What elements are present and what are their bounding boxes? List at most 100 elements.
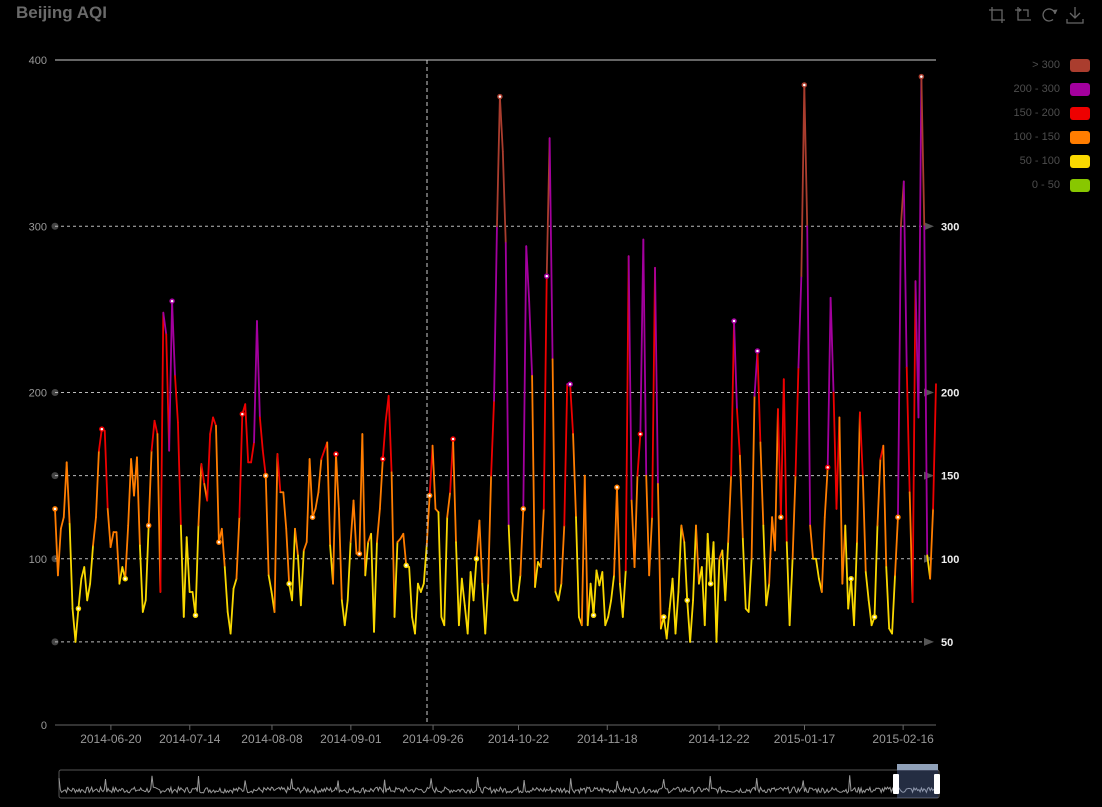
series-segment: [83, 566, 89, 602]
series-segment: [103, 429, 109, 510]
legend-swatch: [1070, 178, 1090, 192]
series-segment: [297, 554, 302, 607]
series-segment: [683, 541, 689, 602]
save-image-icon[interactable]: [1066, 6, 1084, 24]
data-point: [192, 612, 199, 619]
series-segment: [806, 225, 812, 527]
series-segment: [548, 137, 554, 361]
data-zoom-slider[interactable]: [58, 764, 940, 799]
series-segment: [929, 507, 934, 580]
series-segment: [891, 574, 896, 635]
series-segment: [654, 266, 659, 485]
series-segment: [864, 571, 870, 602]
zoom-reset-icon[interactable]: [1014, 6, 1032, 24]
markline-arrow: [924, 222, 934, 231]
series-segment: [466, 571, 472, 635]
series-segment: [89, 544, 94, 585]
chart-title: Beijing AQI: [16, 3, 107, 22]
series-segment: [200, 463, 206, 485]
series-segment: [326, 441, 332, 547]
series-segment: [422, 544, 428, 585]
series-segment: [534, 561, 539, 588]
series-segment: [613, 486, 618, 577]
series-segment: [452, 438, 457, 544]
series-segment: [253, 320, 258, 444]
data-point: [614, 484, 620, 491]
series-segment: [724, 541, 730, 602]
x-tick-label: 2015-02-16: [872, 732, 934, 746]
series-segment: [551, 358, 557, 593]
data-point: [216, 539, 222, 545]
markline-label: 50: [941, 637, 953, 649]
legend-swatch: [1070, 130, 1090, 144]
series-segment: [273, 453, 279, 613]
series-segment: [510, 591, 516, 602]
markline-label: 100: [941, 554, 959, 566]
series-segment: [460, 577, 466, 607]
series-segment: [657, 483, 662, 630]
restore-icon[interactable]: [1040, 6, 1058, 24]
series-segment: [171, 300, 176, 377]
legend-item[interactable]: > 300: [980, 53, 1090, 77]
legend-label: 50 - 100: [1019, 155, 1060, 167]
legend-item[interactable]: 0 - 50: [980, 173, 1090, 197]
x-axis: 2014-06-20 2014-07-14 2014-08-08 2014-09-01…: [55, 724, 936, 746]
x-tick-label: 2014-11-18: [577, 732, 638, 746]
series-segment: [586, 582, 592, 627]
series-segment: [779, 378, 785, 519]
series-segment: [531, 374, 536, 588]
series-segment: [736, 408, 741, 457]
legend-label: 200 - 300: [1013, 83, 1060, 95]
series-segment: [759, 441, 765, 527]
x-tick-label: 2014-09-26: [402, 732, 464, 746]
data-point: [169, 298, 175, 304]
series-segment: [153, 419, 159, 435]
series-segment: [162, 311, 168, 336]
series-segment: [92, 516, 97, 547]
series-segment: [381, 419, 387, 460]
series-segment: [414, 582, 419, 635]
series-segment: [54, 507, 59, 577]
series-segment: [57, 527, 62, 577]
data-point: [239, 411, 246, 417]
series-segment: [844, 524, 850, 610]
data-point: [52, 506, 58, 512]
series-segment: [376, 507, 381, 544]
series-segment: [595, 569, 601, 587]
zoom-icon[interactable]: [988, 6, 1006, 24]
legend-item[interactable]: 50 - 100: [980, 149, 1090, 173]
series-segment: [730, 320, 735, 477]
series-segment: [378, 458, 384, 510]
series-segment: [197, 463, 203, 527]
series-segment: [472, 557, 478, 602]
series-segment: [364, 541, 370, 577]
series-segment: [809, 524, 814, 560]
legend-swatch: [1070, 154, 1090, 168]
legend-item[interactable]: 100 - 150: [980, 125, 1090, 149]
series-segment: [106, 507, 112, 549]
data-point: [380, 456, 386, 462]
series-segment: [856, 411, 861, 544]
series-segment: [209, 416, 214, 435]
series-segment: [98, 428, 103, 452]
series-segment: [302, 541, 308, 552]
series-segment: [232, 577, 238, 590]
series-segment: [299, 549, 305, 607]
series-segment: [882, 444, 888, 568]
series-segment: [867, 599, 873, 627]
series-segment: [861, 474, 867, 573]
legend-label: 150 - 200: [1013, 107, 1060, 119]
series-segment: [829, 296, 835, 394]
series-segment: [159, 311, 165, 593]
legend-item[interactable]: 200 - 300: [980, 77, 1090, 101]
series-segment: [715, 557, 721, 643]
data-point: [333, 451, 339, 457]
series-segment: [853, 541, 858, 627]
series-segment: [182, 536, 188, 618]
series-segment: [229, 587, 235, 635]
series-segment: [212, 416, 217, 427]
series-segment: [244, 403, 250, 464]
legend-item[interactable]: 150 - 200: [980, 101, 1090, 125]
data-point: [520, 506, 527, 512]
